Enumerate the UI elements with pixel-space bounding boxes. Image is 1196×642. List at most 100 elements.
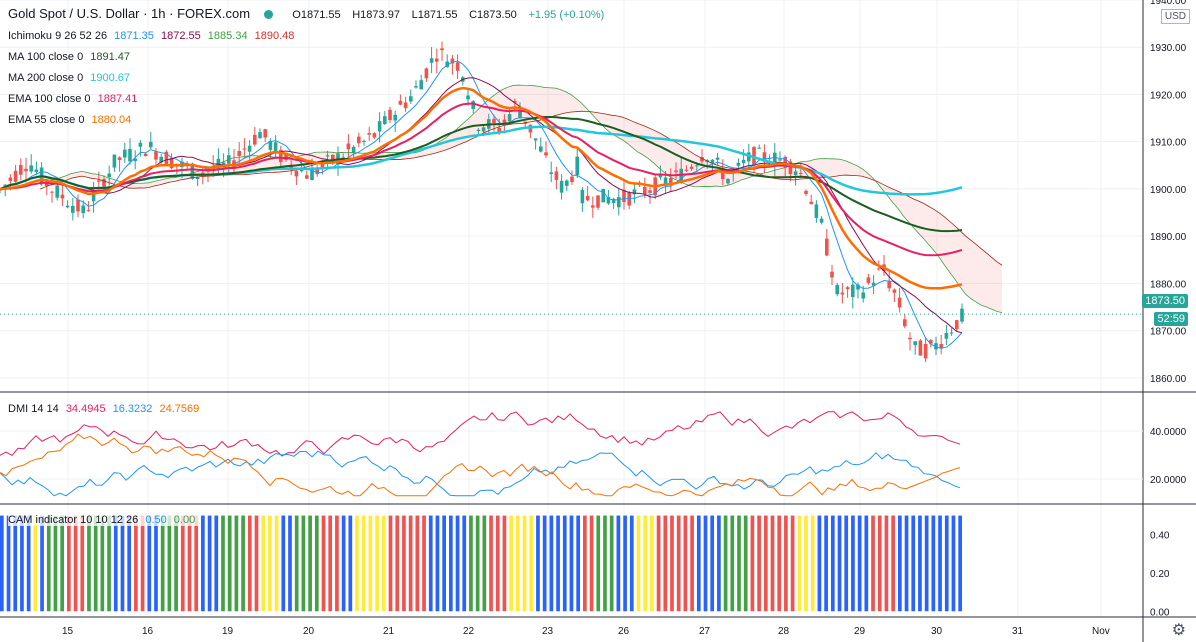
date-label-21: 21 — [383, 626, 395, 637]
date-label-27: 27 — [699, 626, 711, 637]
candle-body — [617, 197, 621, 208]
legend-ma200[interactable]: MA 200 close 0 1900.67 — [8, 72, 134, 84]
candle-body — [60, 194, 65, 199]
legend-ema100-value: 1887.41 — [97, 93, 138, 105]
candle-body — [643, 186, 647, 195]
dmi-series-ADX — [0, 433, 961, 497]
legend-cam[interactable]: CAM indicator 10 10 12 26 0.50 0.00 — [8, 514, 200, 526]
candle-body — [128, 148, 132, 162]
legend-cam-v1: 0.50 — [145, 514, 167, 526]
date-label-22: 22 — [463, 626, 475, 637]
legend-ema55-value: 1880.04 — [91, 114, 132, 126]
price-tick-1940.00: 1940.00 — [1150, 0, 1187, 7]
candle-body — [897, 297, 902, 308]
cam-bar — [234, 515, 239, 612]
cam-bar — [871, 515, 875, 612]
cam-bar — [174, 515, 178, 612]
legend-ema100[interactable]: EMA 100 close 0 1887.41 — [8, 93, 141, 105]
cam-bar — [717, 515, 721, 612]
legend-ma100[interactable]: MA 100 close 0 1891.47 — [8, 51, 134, 63]
candle-body — [471, 101, 475, 109]
candle-body — [424, 68, 429, 79]
candle-body — [793, 171, 798, 175]
cam-bar — [790, 515, 795, 612]
date-label-19: 19 — [222, 626, 234, 637]
candle-body — [913, 341, 917, 346]
ohlc-open: O1871.55 — [292, 9, 341, 21]
candle-body — [559, 180, 564, 193]
currency-badge[interactable]: USD — [1160, 9, 1190, 24]
cam-bar — [951, 515, 956, 612]
candle-body — [507, 114, 512, 122]
legend-ma100-label: MA 100 close 0 — [8, 51, 84, 63]
candle-body — [201, 172, 205, 174]
cam-bar — [529, 515, 534, 612]
candle-body — [601, 188, 605, 203]
candle-body — [549, 172, 553, 175]
date-label-23: 23 — [542, 626, 554, 637]
cam-bar — [6, 515, 11, 612]
candle-body — [91, 191, 96, 202]
candle-body — [481, 127, 486, 132]
cam-bar — [877, 515, 882, 612]
cam-bar — [274, 515, 279, 612]
cam-bar — [448, 515, 453, 612]
cam-bar — [73, 515, 78, 612]
candle-body — [819, 218, 824, 223]
gear-icon[interactable]: ⚙ — [1171, 622, 1186, 639]
cam-bar — [830, 515, 835, 612]
cam-bar — [562, 515, 567, 612]
cam-bar — [261, 515, 266, 612]
candle-body — [851, 284, 855, 298]
candle-body — [195, 176, 200, 180]
candle-body — [830, 271, 834, 278]
legend-ichimoku-v1: 1871.35 — [114, 30, 154, 42]
candle-body — [351, 146, 356, 153]
candle-body — [861, 292, 865, 299]
price-tick-1890.00: 1890.00 — [1150, 232, 1187, 243]
candle-body — [762, 152, 767, 162]
candle-body — [736, 162, 741, 166]
candle-body — [357, 136, 361, 144]
cam-bar — [757, 515, 761, 612]
ema55-line — [0, 86, 963, 290]
legend-ema55[interactable]: EMA 55 close 0 1880.04 — [8, 114, 135, 126]
candle-body — [747, 152, 751, 162]
cam-bar — [810, 515, 815, 612]
cam-bar — [247, 515, 252, 612]
cam-bar — [314, 515, 319, 612]
candle-body — [24, 168, 28, 172]
cam-bar — [489, 515, 493, 612]
cam-bar — [623, 515, 627, 612]
price-tick-1920.00: 1920.00 — [1150, 90, 1187, 101]
cam-bar — [897, 515, 902, 612]
candle-body — [45, 181, 49, 186]
candle-body — [835, 284, 839, 295]
cam-bar — [308, 515, 312, 612]
cam-bar — [857, 515, 862, 612]
cam-bar — [931, 515, 936, 612]
cam-bar — [455, 515, 460, 612]
candle-body — [611, 198, 616, 204]
cam-bar — [891, 515, 895, 612]
date-label-Nov: Nov — [1092, 626, 1110, 637]
candle-body — [783, 156, 787, 168]
cam-bar — [636, 515, 641, 612]
candle-body — [71, 205, 75, 213]
legend-dmi[interactable]: DMI 14 14 34.4945 16.3232 24.7569 — [8, 403, 203, 415]
candle-body — [757, 147, 761, 149]
candle-body — [606, 197, 611, 204]
candle-body — [539, 146, 543, 152]
candle-body — [13, 170, 18, 182]
candle-body — [86, 209, 91, 211]
cam-bar — [328, 515, 333, 612]
cam-bar — [194, 515, 199, 612]
candle-body — [455, 62, 460, 71]
cam-bar — [241, 515, 245, 612]
candle-body — [622, 189, 626, 203]
legend-ichimoku[interactable]: Ichimoku 9 26 52 26 1871.35 1872.55 1885… — [8, 30, 298, 42]
cam-bar — [750, 515, 755, 612]
candle-body — [258, 132, 262, 139]
cam-bar — [777, 515, 782, 612]
